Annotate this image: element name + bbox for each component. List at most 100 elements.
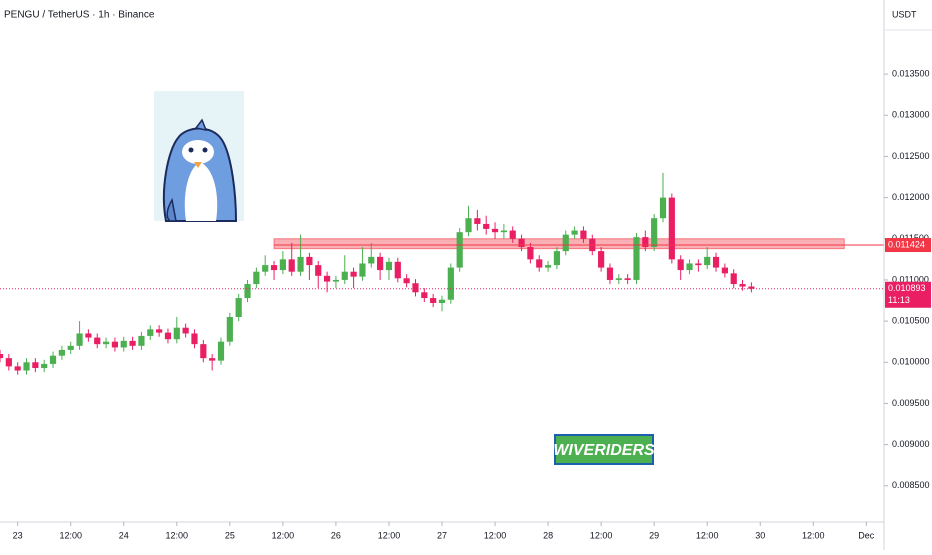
candle-body [465,218,472,233]
level-label: 0.011424 [888,239,925,249]
chart-title: PENGU / TetherUS · 1h · Binance [4,10,155,21]
y-tick-label: 0.008500 [892,480,930,490]
candle-body [598,251,605,268]
candle-body [67,345,74,350]
candle-body [580,230,587,239]
y-tick-label: 0.012000 [892,192,930,202]
candle-body [191,333,198,345]
penguin-tuft [194,118,208,132]
candle-body [677,259,684,271]
candle-body [288,259,295,272]
x-tick-label: 29 [649,530,659,540]
candle-body [368,256,375,264]
candle-body [306,256,313,266]
candle-body [235,298,242,317]
candle-body [209,358,216,361]
penguin-logo [154,91,244,222]
candle-body [76,333,83,346]
candle-body [244,284,251,299]
candle-body [686,263,693,271]
candle-body [412,283,419,293]
candle-body [315,265,322,276]
candle-body [156,329,163,333]
candle-body [129,340,136,346]
candle-body [41,363,48,369]
x-tick-label: 12:00 [272,530,295,540]
candle-body [712,256,720,268]
candle-body [633,237,640,280]
candle-body [447,267,454,300]
candle-body [421,292,428,299]
candle-body [58,349,65,356]
candle-body [217,341,225,361]
candle-body [182,327,189,334]
penguin-eye [188,147,194,153]
candle-body [474,218,481,224]
y-tick-label: 0.009500 [892,398,930,408]
candle-body [730,273,737,285]
candle-body [14,366,21,371]
candle-body [403,278,410,284]
x-tick-label: 12:00 [484,530,507,540]
penguin-beak [194,162,202,168]
countdown-label: 11:13 [888,295,910,305]
candle-body [438,299,446,303]
last-price-label: 0.010893 [888,283,926,293]
candle-body [23,362,30,371]
last-price-box [885,281,931,308]
candle-body [483,223,490,229]
y-tick-label: 0.013500 [892,68,930,78]
candle-body [297,256,304,272]
candle-body [173,327,180,340]
candle-body [32,362,39,369]
x-tick-label: 12:00 [802,530,825,540]
candle-body [491,228,499,233]
candle-body [571,230,578,235]
candle-body [164,332,172,340]
candle-body [385,261,393,271]
candle-body [642,237,649,248]
candle-body [721,267,728,274]
candle-body [704,256,711,266]
x-tick-label: 27 [437,530,447,540]
candle-body [695,263,702,266]
candle-body [350,271,357,277]
plot-area [0,172,884,375]
x-tick-label: 23 [13,530,23,540]
candle-body [341,271,348,280]
candle-body [518,238,525,248]
candle-body [739,284,746,287]
x-tick-label: 12:00 [378,530,401,540]
watermark-fill [556,436,652,463]
candle-body [279,259,286,271]
penguin-eye [202,147,208,153]
y-tick-label: 0.010000 [892,357,930,367]
candle-body [562,234,569,252]
candle-body [606,267,614,280]
candle-body [553,251,561,266]
candle-body [527,247,534,260]
penguin-face [182,140,214,164]
x-tick-label: 12:00 [59,530,82,540]
watermark-text: WIVERIDERS [553,442,655,459]
penguin-belly [184,162,218,221]
candle-body [85,333,92,338]
candle-body [359,263,366,277]
x-tick-label: 24 [119,530,129,540]
candle-body [5,358,12,367]
candle-body [500,230,507,233]
x-tick-label: 26 [331,530,341,540]
resistance-zone [273,238,845,250]
y-tick-label: 0.012500 [892,151,930,161]
candle-body [94,337,101,345]
candle-body [147,329,154,336]
penguin-wing [166,197,177,222]
x-tick-label: 12:00 [166,530,189,540]
x-tick-label: 12:00 [696,530,719,540]
candle-body [651,218,658,248]
candle-body [668,197,675,260]
candle-body [0,354,4,359]
